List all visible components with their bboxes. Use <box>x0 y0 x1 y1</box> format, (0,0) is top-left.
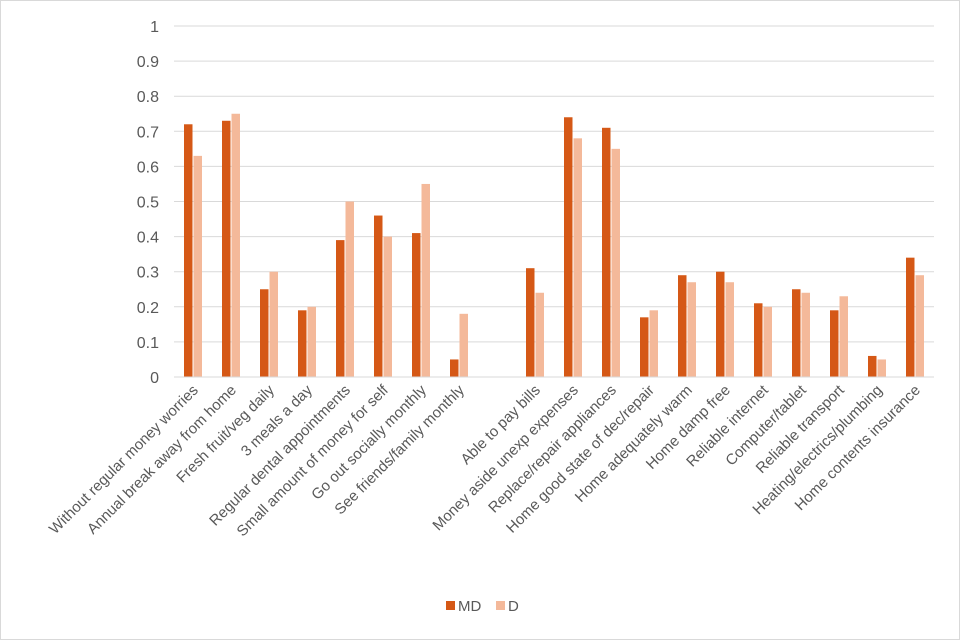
y-tick-label: 1 <box>150 19 159 36</box>
y-tick-label: 0.3 <box>137 265 159 282</box>
y-tick-label: 0.8 <box>137 89 159 106</box>
bar-d <box>649 310 658 377</box>
bar-d <box>307 306 316 377</box>
legend: MD D <box>446 598 519 615</box>
bar-md <box>222 120 231 378</box>
bars <box>184 113 924 378</box>
bar-md <box>564 117 573 377</box>
y-tick-label: 0.6 <box>137 159 159 176</box>
bar-d <box>915 275 924 377</box>
bar-d <box>231 113 240 377</box>
bar-md <box>792 289 801 377</box>
bar-md <box>906 257 915 377</box>
bar-md <box>298 310 307 377</box>
y-tick-label: 0 <box>150 370 159 387</box>
bar-md <box>184 124 193 377</box>
bar-md <box>336 240 345 377</box>
bar-d <box>801 292 810 377</box>
y-tick-label: 0.7 <box>137 124 159 141</box>
bar-md <box>716 271 725 377</box>
bar-d <box>877 359 886 377</box>
y-tick-label: 0.2 <box>137 300 159 317</box>
bar-d <box>421 183 430 377</box>
legend-swatch-d <box>496 601 505 610</box>
y-tick-label: 0.5 <box>137 195 159 212</box>
bar-md <box>830 310 839 377</box>
bar-d <box>611 148 620 377</box>
legend-label-md: MD <box>458 598 481 615</box>
bar-d <box>839 296 848 377</box>
y-tick-label: 0.9 <box>137 54 159 71</box>
bar-md <box>374 215 383 377</box>
bar-d <box>687 282 696 377</box>
bar-d <box>383 236 392 377</box>
legend-label-d: D <box>508 598 519 615</box>
bar-md <box>526 268 535 377</box>
legend-swatch-md <box>446 601 455 610</box>
y-tick-label: 0.1 <box>137 335 159 352</box>
y-tick-label: 0.4 <box>137 230 159 247</box>
x-tick-label: Without regular money worries <box>46 382 202 538</box>
bar-md <box>868 355 877 377</box>
bar-d <box>763 306 772 377</box>
bar-d <box>459 313 468 377</box>
bar-md <box>412 233 421 377</box>
bar-d <box>535 292 544 377</box>
bar-d <box>193 155 202 377</box>
y-axis-ticks: 0 0.1 0.2 0.3 0.4 0.5 0.6 0.7 0.8 0.9 1 <box>137 19 159 387</box>
gridlines <box>174 25 934 343</box>
bar-md <box>640 317 649 377</box>
bar-md <box>260 289 269 377</box>
bar-d <box>573 138 582 377</box>
bar-md <box>754 303 763 377</box>
bar-md <box>602 127 611 377</box>
bar-d <box>269 271 278 377</box>
bar-md <box>450 359 459 377</box>
bar-d <box>345 201 354 377</box>
bar-md <box>678 275 687 377</box>
bar-d <box>725 282 734 377</box>
